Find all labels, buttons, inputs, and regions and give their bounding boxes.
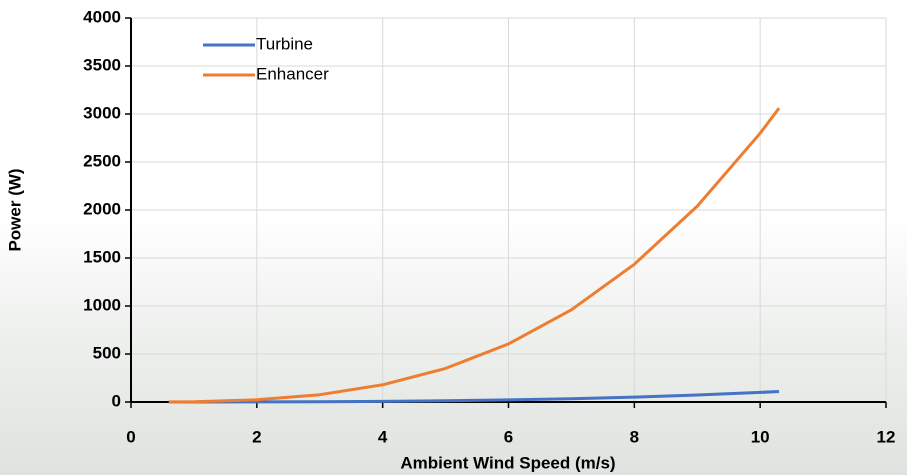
x-tick-label: 6: [504, 427, 513, 446]
series-line: [168, 390, 780, 404]
x-tick-label: 12: [877, 427, 896, 446]
y-tick-label: 2500: [83, 151, 121, 170]
y-tick-label: 2000: [83, 199, 121, 218]
y-tick-label: 1000: [83, 295, 121, 314]
y-tick-label: 500: [93, 343, 121, 362]
y-axis-title: Power (W): [5, 168, 24, 251]
legend-label: Enhancer: [256, 64, 329, 83]
x-tick-label: 4: [378, 427, 388, 446]
legend-label: Turbine: [256, 34, 313, 53]
y-tick-label: 4000: [83, 7, 121, 26]
series-line: [168, 107, 781, 404]
y-tick-label: 3500: [83, 55, 121, 74]
x-tick-label: 2: [252, 427, 261, 446]
x-tick-label: 0: [126, 427, 135, 446]
x-tick-label: 8: [630, 427, 639, 446]
y-tick-label: 3000: [83, 103, 121, 122]
x-tick-label: 10: [751, 427, 770, 446]
y-tick-label: 1500: [83, 247, 121, 266]
x-axis-title: Ambient Wind Speed (m/s): [400, 453, 615, 472]
y-tick-label: 0: [112, 391, 121, 410]
